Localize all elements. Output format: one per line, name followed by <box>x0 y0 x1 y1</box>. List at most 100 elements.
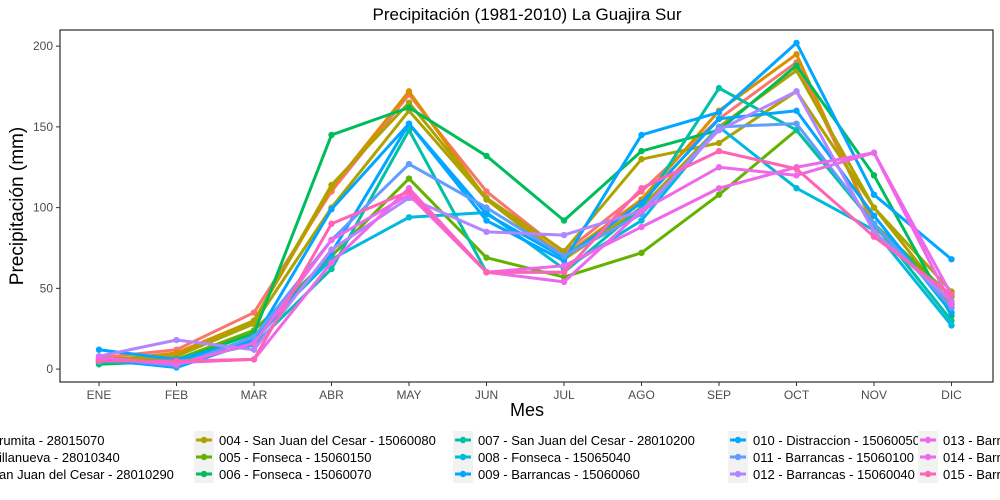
y-tick-label: 100 <box>33 201 53 215</box>
legend-label: 008 - Fonseca - 15065040 <box>478 450 631 465</box>
legend-label: 012 - Barrancas - 15060040 <box>753 467 915 482</box>
data-point <box>715 164 723 171</box>
legend-item: an Juan del Cesar - 28010290 <box>0 467 174 482</box>
data-point <box>328 236 335 244</box>
x-axis: ENE FEB MAR ABR MAY JUN JUL AGO SEP OCT NOV DIC <box>87 382 962 402</box>
data-point <box>328 220 335 227</box>
x-tick-label: MAR <box>241 388 268 402</box>
x-tick-label: JUN <box>475 388 498 402</box>
legend-key-point <box>924 453 932 461</box>
data-point <box>483 194 490 202</box>
legend-key-point <box>459 453 467 461</box>
legend-label: 007 - San Juan del Cesar - 28010200 <box>478 433 695 448</box>
y-axis-title: Precipitación (mm) <box>7 127 28 285</box>
data-point <box>793 51 800 58</box>
data-point <box>793 126 800 134</box>
legend-item: 014 - Barr <box>918 448 1000 466</box>
series-line <box>99 149 953 363</box>
data-point <box>870 220 878 227</box>
data-point <box>715 191 723 198</box>
data-point <box>638 131 645 139</box>
data-point <box>405 214 413 221</box>
series-line <box>98 64 953 366</box>
data-point <box>483 269 490 276</box>
legend-label: 009 - Barrancas - 15060060 <box>478 467 640 482</box>
series-line <box>98 89 953 361</box>
data-point <box>483 228 490 236</box>
data-point <box>870 233 878 240</box>
data-point <box>560 231 568 239</box>
legend-label: an Juan del Cesar - 28010290 <box>0 467 174 482</box>
legend-key-point <box>734 470 742 478</box>
legend-item: 015 - Barr <box>918 465 1000 483</box>
legend-label: 011 - Barrancas - 15060100 <box>753 450 914 465</box>
data-point <box>483 188 490 195</box>
series-line <box>98 41 953 361</box>
data-point <box>715 126 723 134</box>
series-layer <box>95 39 955 371</box>
data-point <box>948 309 955 316</box>
legend-key-point <box>924 470 932 478</box>
series-line <box>98 151 953 366</box>
legend-label: 015 - Barr <box>943 467 1000 482</box>
data-point <box>405 160 413 168</box>
data-point <box>483 152 490 160</box>
data-point <box>250 356 258 363</box>
data-point <box>870 172 878 179</box>
data-point <box>250 317 258 324</box>
data-point <box>560 278 568 286</box>
x-tick-label: MAY <box>396 388 421 402</box>
data-point <box>638 207 645 215</box>
legend-key-point <box>200 436 208 444</box>
data-point <box>793 165 800 173</box>
data-point <box>870 191 878 198</box>
legend-item: 006 - Fonseca - 15060070 <box>194 465 372 483</box>
x-tick-label: NOV <box>861 388 887 402</box>
data-point <box>948 301 955 308</box>
x-tick-label: DIC <box>941 388 962 402</box>
data-point <box>715 139 723 147</box>
legend-key-point <box>734 436 742 444</box>
x-tick-label: SEP <box>707 388 731 402</box>
data-point <box>173 336 180 344</box>
data-point <box>328 131 335 139</box>
data-point <box>870 149 878 156</box>
data-point <box>948 256 955 263</box>
data-point <box>405 88 413 95</box>
legend-label: 013 - Barr <box>943 433 1000 448</box>
data-point <box>95 357 103 365</box>
legend-item: 011 - Barrancas - 15060100 <box>728 448 914 466</box>
data-point <box>95 346 103 353</box>
data-point <box>328 206 335 213</box>
legend: rumita - 28015070 illanueva - 28010340 an … <box>0 431 1000 483</box>
legend-label: 014 - Barr <box>943 450 1000 465</box>
data-point <box>250 340 258 347</box>
legend-key-point <box>924 436 932 444</box>
data-point <box>638 185 645 192</box>
data-point <box>870 204 878 211</box>
data-point <box>405 175 413 182</box>
data-point <box>328 265 335 273</box>
legend-label: rumita - 28015070 <box>0 433 105 448</box>
legend-key-point <box>459 470 467 478</box>
x-tick-label: ENE <box>87 388 112 402</box>
x-tick-label: ABR <box>319 388 344 402</box>
x-tick-label: OCT <box>784 388 810 402</box>
plot-panel <box>59 29 994 383</box>
legend-item: 010 - Distraccion - 15060050 <box>728 431 920 449</box>
y-tick-label: 200 <box>33 39 53 53</box>
data-point <box>560 217 568 224</box>
data-point <box>250 346 258 353</box>
data-point <box>793 62 800 69</box>
y-tick-label: 50 <box>40 281 54 295</box>
legend-label: 006 - Fonseca - 15060070 <box>219 467 372 482</box>
data-point <box>173 357 180 365</box>
data-point <box>405 104 413 111</box>
legend-key-point <box>200 470 208 478</box>
data-point <box>793 120 800 127</box>
data-point <box>948 322 955 329</box>
data-point <box>715 115 723 123</box>
legend-label: 010 - Distraccion - 15060050 <box>753 433 920 448</box>
data-point <box>405 120 413 127</box>
